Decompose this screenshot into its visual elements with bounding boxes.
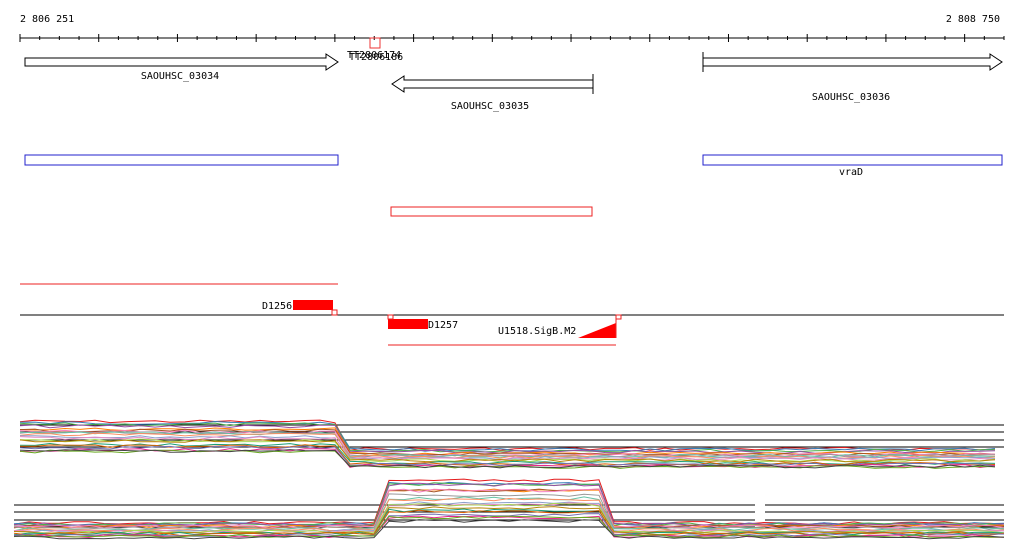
expression-line bbox=[13, 478, 1005, 525]
expression-line bbox=[13, 497, 1005, 532]
gene-arrow bbox=[702, 53, 1003, 71]
expression-line bbox=[13, 519, 1005, 540]
expression-line bbox=[19, 442, 996, 465]
segment-end bbox=[387, 314, 394, 320]
cds-box bbox=[390, 206, 593, 217]
gene-arrow bbox=[391, 75, 594, 93]
motif-triangle bbox=[578, 323, 616, 338]
segment bbox=[293, 300, 333, 310]
segment bbox=[388, 319, 428, 329]
ruler-end: 2 808 750 bbox=[946, 14, 1000, 25]
terminator-box bbox=[369, 37, 381, 49]
motif-label: U1518.SigB.M2 bbox=[498, 326, 576, 337]
gene-label: SAOUHSC_03036 bbox=[812, 92, 890, 103]
gene-symbol: vraD bbox=[839, 167, 863, 178]
terminator-label: TT2806186 bbox=[349, 52, 403, 63]
expression-line bbox=[19, 448, 996, 469]
cds-box bbox=[702, 154, 1003, 166]
ruler-ticks bbox=[19, 34, 1005, 42]
gene-arrow bbox=[24, 53, 339, 71]
segment-end bbox=[615, 314, 622, 320]
expression-line bbox=[13, 493, 1005, 531]
expression-line bbox=[19, 439, 996, 463]
expression-tracks bbox=[13, 419, 1005, 540]
segment-label: D1257 bbox=[428, 320, 458, 331]
ruler-start: 2 806 251 bbox=[20, 14, 74, 25]
expression-line bbox=[19, 449, 996, 469]
cds-box bbox=[24, 154, 339, 166]
segment-end bbox=[331, 309, 338, 316]
segment-label: D1256 bbox=[262, 301, 292, 312]
terminator-label: TT2806174 bbox=[347, 50, 401, 61]
expression-line bbox=[19, 420, 996, 452]
expression-line bbox=[19, 422, 995, 453]
expression-line bbox=[19, 429, 996, 458]
gene-label: SAOUHSC_03035 bbox=[451, 101, 529, 112]
gene-label: SAOUHSC_03034 bbox=[141, 71, 219, 82]
